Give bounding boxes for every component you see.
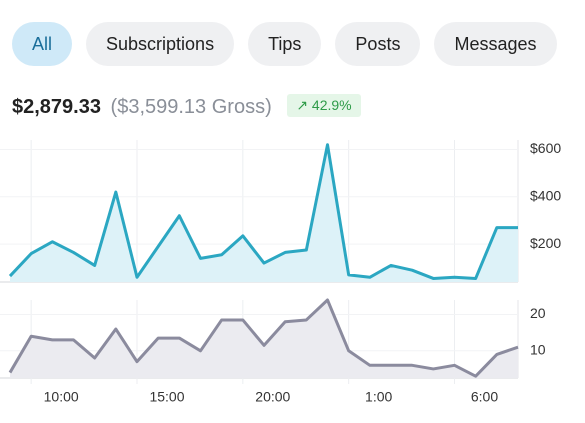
area-fill (10, 300, 518, 378)
y-tick-label: $400 (530, 188, 561, 204)
gross-earnings: ($3,599.13 Gross) (110, 96, 272, 118)
area-fill (10, 144, 518, 282)
tab-bar: All Subscriptions Tips Posts Messages (12, 22, 585, 68)
tab[interactable]: Tips (248, 22, 322, 66)
net-earnings: $2,879.33 (12, 96, 101, 118)
y-tick-label: 20 (530, 305, 546, 321)
x-tick-label: 10:00 (44, 389, 79, 405)
summary: $2,879.33 ($3,599.13 Gross) ↗ 42.9% (12, 94, 361, 119)
x-tick-label: 6:00 (471, 389, 498, 405)
x-tick-label: 15:00 (149, 389, 184, 405)
change-badge: ↗ 42.9% (287, 94, 361, 117)
tab[interactable]: Messages (434, 22, 557, 66)
x-tick-label: 1:00 (365, 389, 392, 405)
tab[interactable]: Subscriptions (86, 22, 235, 66)
x-tick-label: 20:00 (255, 389, 290, 405)
y-tick-label: $600 (530, 140, 561, 156)
line (8, 298, 519, 378)
y-tick-label: $200 (530, 235, 561, 251)
tab[interactable]: Posts (335, 22, 421, 66)
y-tick-label: 10 (530, 341, 546, 357)
line (8, 143, 518, 280)
tab[interactable]: All (12, 22, 73, 66)
